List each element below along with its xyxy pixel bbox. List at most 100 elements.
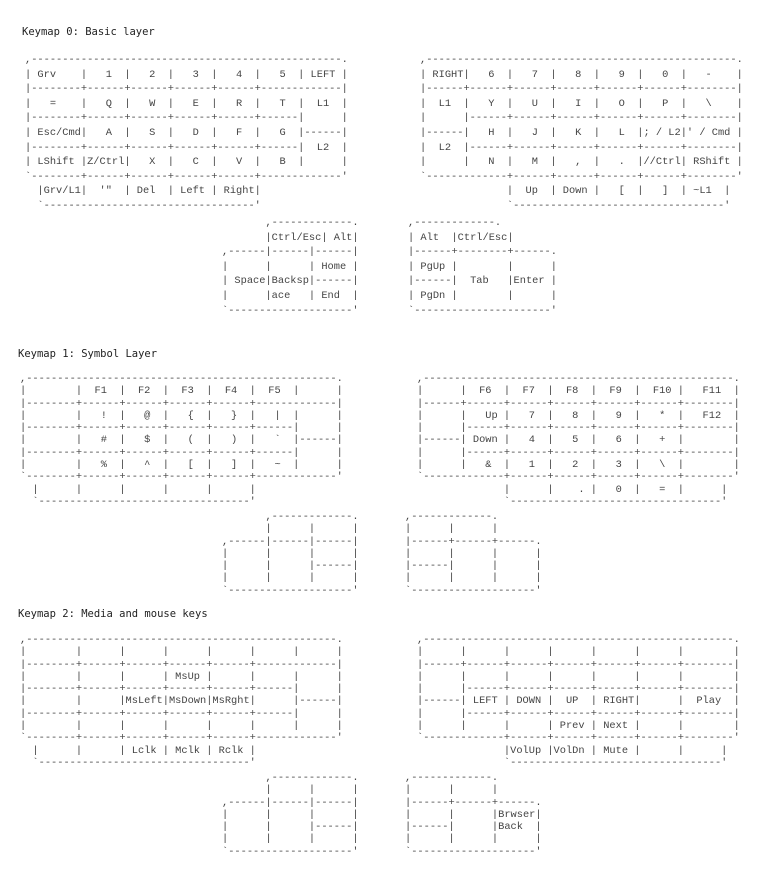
layout-line: |Ctrl/Esc| Alt| [222,231,359,244]
layout-line: ,-------------. [408,217,502,229]
layout-line: | | | | | | | | [20,646,343,659]
layout-line: | | | [405,523,499,536]
layout-line: | | Up | 7 | 8 | 9 | * | F12 | [417,409,740,422]
layout-line: | | & | 1 | 2 | 3 | \ | | [417,459,740,472]
layout-line: | | ! | @ | { | } | | | | [20,409,343,422]
layout-line: `--------------------' [222,845,359,858]
layout-line: | LShift |Z/Ctrl| X | C | V | B | | [25,156,348,169]
keymap-2-title: Keymap 2: Media and mouse keys [18,608,208,620]
layout-line: `-------------+------+------+------+----… [420,170,743,183]
layout-line: |------+------+------+------+------+----… [417,658,740,671]
layout-line: `----------------------' [408,304,557,317]
layout-line: |--------+------+------+------+------+--… [20,397,343,410]
layout-line: | PgDn | | | [408,289,557,302]
layout-line: | | F6 | F7 | F8 | F9 | F10 | F11 | [417,385,740,398]
keymap-1-left-thumb-cluster: ,-------------. | | | ,------|------|----… [222,511,359,597]
layout-line: | Space|Backsp|------| [222,275,359,288]
layout-line: | | | Home | [222,260,359,273]
keymap-2-left-thumb-cluster: ,-------------. | | | ,------|------|----… [222,772,359,858]
layout-line: | |------+------+------+------+------+--… [417,422,740,435]
layout-line: | | | | [222,808,359,821]
keymap-1-left-hand: ,---------------------------------------… [20,373,343,508]
layout-line: ,---------------------------------------… [417,373,740,385]
keymap-1-right-thumb-cluster: ,-------------. | | | |------+------+-----… [405,511,542,597]
layout-line: | |ace | End | [222,289,359,302]
layout-line: ,------|------|------| [222,535,359,548]
keymap-0-title: Keymap 0: Basic layer [22,26,155,38]
layout-line: | | |------| [222,821,359,834]
layout-line: | = | Q | W | E | R | T | L1 | [25,97,348,110]
layout-line: |------+------+------. [405,535,542,548]
layout-line: `--------------------' [222,304,359,317]
layout-line: ,---------------------------------------… [420,54,743,66]
layout-line: | Grv | 1 | 2 | 3 | 4 | 5 | LEFT | [25,68,348,81]
layout-line: | | | | Prev | Next | | | [417,720,740,733]
layout-line: `----------------------------------' [417,756,728,769]
layout-line: |------+--------+------. [408,246,557,259]
layout-line: | |------+------+------+------+------+--… [417,683,740,696]
layout-line: | L2 |------+------+------+------+------… [420,141,743,154]
layout-line: `--------------------' [222,584,359,597]
layout-line: `--------------------' [405,584,542,597]
layout-line: |------| LEFT | DOWN | UP | RIGHT| | Pla… [417,695,740,708]
layout-line: ,------|------|------| [222,796,359,809]
layout-line: `--------+------+------+------+------+--… [25,170,348,183]
layout-line: | | N | M | , | . |//Ctrl| RShift | [420,156,743,169]
layout-line: | | | | [222,547,359,560]
layout-line: `----------------------------------' [420,199,731,212]
layout-line: |--------+------+------+------+------+--… [20,446,343,459]
layout-line: | | |------| [222,560,359,573]
layout-line: | | |Brwser| [405,808,542,821]
layout-line: |--------+------+------+------+------+--… [20,707,343,720]
layout-line: | Esc/Cmd| A | S | D | F | G |------| [25,126,348,139]
layout-line: | | | | [222,833,359,846]
layout-line: `-------------+------+------+------+----… [417,471,740,484]
layout-line: |--------+------+------+------+------+--… [25,112,348,125]
layout-line: | | F1 | F2 | F3 | F4 | F5 | | [20,385,343,398]
layout-line: `-------------+------+------+------+----… [417,732,740,745]
layout-line: `----------------------------------' [20,756,256,769]
keymap-0-right-hand: ,---------------------------------------… [420,53,743,214]
layout-line: |------| |Back | [405,821,542,834]
keymap-1-right-hand: ,---------------------------------------… [417,373,740,508]
layout-line: | | | [222,523,359,536]
layout-line: |--------+------+------+------+------+--… [25,141,348,154]
layout-line: | L1 | Y | U | I | O | P | \ | [420,97,743,110]
keymap-0-right-thumb-cluster: ,-------------. | Alt |Ctrl/Esc| |------+-… [408,216,557,318]
layout-line: |------| H | J | K | L |; / L2|' / Cmd | [420,126,743,139]
keymap-1-title: Keymap 1: Symbol Layer [18,348,158,360]
layout-line: | | | | | | [20,483,256,496]
layout-line: ,-------------. [222,772,359,784]
layout-line: |------| | | [405,560,542,573]
layout-line: | | | | [405,833,542,846]
layout-line: |--------+------+------+------+------+--… [20,422,343,435]
layout-line: | PgUp | | | [408,260,557,273]
layout-line: ,---------------------------------------… [20,373,343,385]
layout-line: |------+------+------. [405,796,542,809]
layout-line: | | # | $ | ( | ) | ` |------| [20,434,343,447]
layout-line: ,-------------. [405,511,499,523]
layout-line: |------+------+------+------+------+----… [417,397,740,410]
layout-line: | Alt |Ctrl/Esc| [408,231,514,244]
layout-line: | | | | MsUp | | | | [20,670,343,683]
keymap-2-right-thumb-cluster: ,-------------. | | | |------+------+-----… [405,772,542,858]
layout-line: | Up | Down | [ | ] | ~L1 | [420,185,731,198]
layout-line: | | . | 0 | = | | [417,483,728,496]
keymap-0-left-thumb-cluster: ,-------------. |Ctrl/Esc| Alt| ,------|-… [222,216,359,318]
layout-line: ,---------------------------------------… [25,54,348,66]
layout-line: `--------+------+------+------+------+--… [20,732,343,745]
layout-line: |VolUp |VolDn | Mute | | | [417,744,728,757]
keymap-0-left-hand: ,---------------------------------------… [25,53,348,214]
layout-line: | | | [222,784,359,797]
layout-line: | | | | | | | | [20,720,343,733]
layout-line: | | | | [405,572,542,585]
layout-line: ,-------------. [222,511,359,523]
layout-line: |--------+------+------+------+------+--… [20,683,343,696]
layout-line: |Grv/L1| '" | Del | Left | Right| [25,185,261,198]
layout-line: | | | | | | | | [417,646,740,659]
layout-line: ,-------------. [222,217,359,229]
layout-line: | | % | ^ | [ | ] | ~ | | [20,459,343,472]
layout-line: `--------+------+------+------+------+--… [20,471,343,484]
layout-line: | | | | [405,547,542,560]
layout-line: `----------------------------------' [20,495,256,508]
